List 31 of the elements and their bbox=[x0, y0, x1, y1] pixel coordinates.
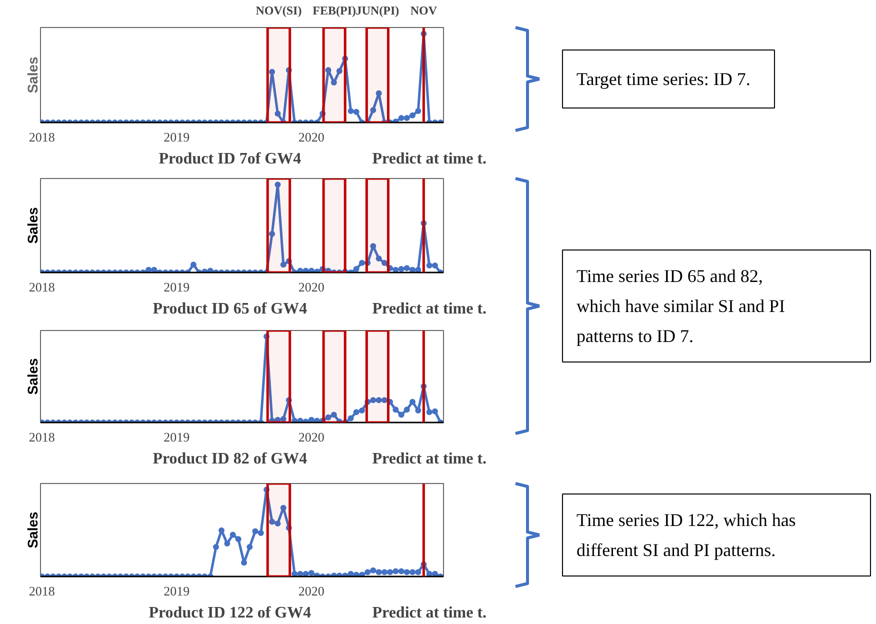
x-tick-label: 2020 bbox=[298, 130, 324, 144]
x-axis-title: Product ID 7of GW4 bbox=[158, 150, 302, 168]
text: Time series ID 122, which has different SI and PI patterns. bbox=[576, 510, 796, 560]
x-tick-label: 2020 bbox=[298, 430, 324, 444]
band-label: JUN(PI) bbox=[356, 4, 400, 18]
x-tick-label: 2018 bbox=[28, 584, 55, 598]
text: Target time series: ID 7. bbox=[576, 69, 750, 89]
x-axis-title: Product ID 122 of GW4 bbox=[148, 604, 312, 622]
x-axis-title: Product ID 65 of GW4 bbox=[152, 300, 308, 318]
y-axis-title: Sales bbox=[24, 206, 40, 244]
x-tick-label: 2018 bbox=[28, 280, 55, 294]
x-tick-label: 2018 bbox=[28, 130, 55, 144]
band-label: NOV(SI) bbox=[256, 4, 302, 18]
x-tick-label: 2019 bbox=[164, 430, 190, 444]
text: Predict at time t. bbox=[372, 604, 487, 622]
x-tick-label: 2018 bbox=[28, 430, 55, 444]
y-axis-title: Sales bbox=[24, 56, 40, 94]
x-axis-title: Product ID 82 of GW4 bbox=[152, 450, 308, 468]
text: Predict at time t. bbox=[372, 450, 487, 468]
x-tick-label: 2019 bbox=[164, 280, 190, 294]
band-label: FEB(PI) bbox=[312, 4, 356, 18]
x-tick-label: 2020 bbox=[298, 584, 324, 598]
ref-line-label: NOV bbox=[410, 4, 438, 18]
x-tick-label: 2020 bbox=[298, 280, 324, 294]
y-axis-title: Sales bbox=[24, 511, 40, 548]
text: Time series ID 65 and 82, which have similar SI and PI patterns to ID 7. bbox=[576, 266, 785, 346]
x-tick-label: 2019 bbox=[164, 130, 190, 144]
text: Predict at time t. bbox=[372, 150, 487, 168]
text: Predict at time t. bbox=[372, 300, 487, 318]
x-tick-label: 2019 bbox=[164, 584, 190, 598]
y-axis-title: Sales bbox=[24, 358, 40, 395]
